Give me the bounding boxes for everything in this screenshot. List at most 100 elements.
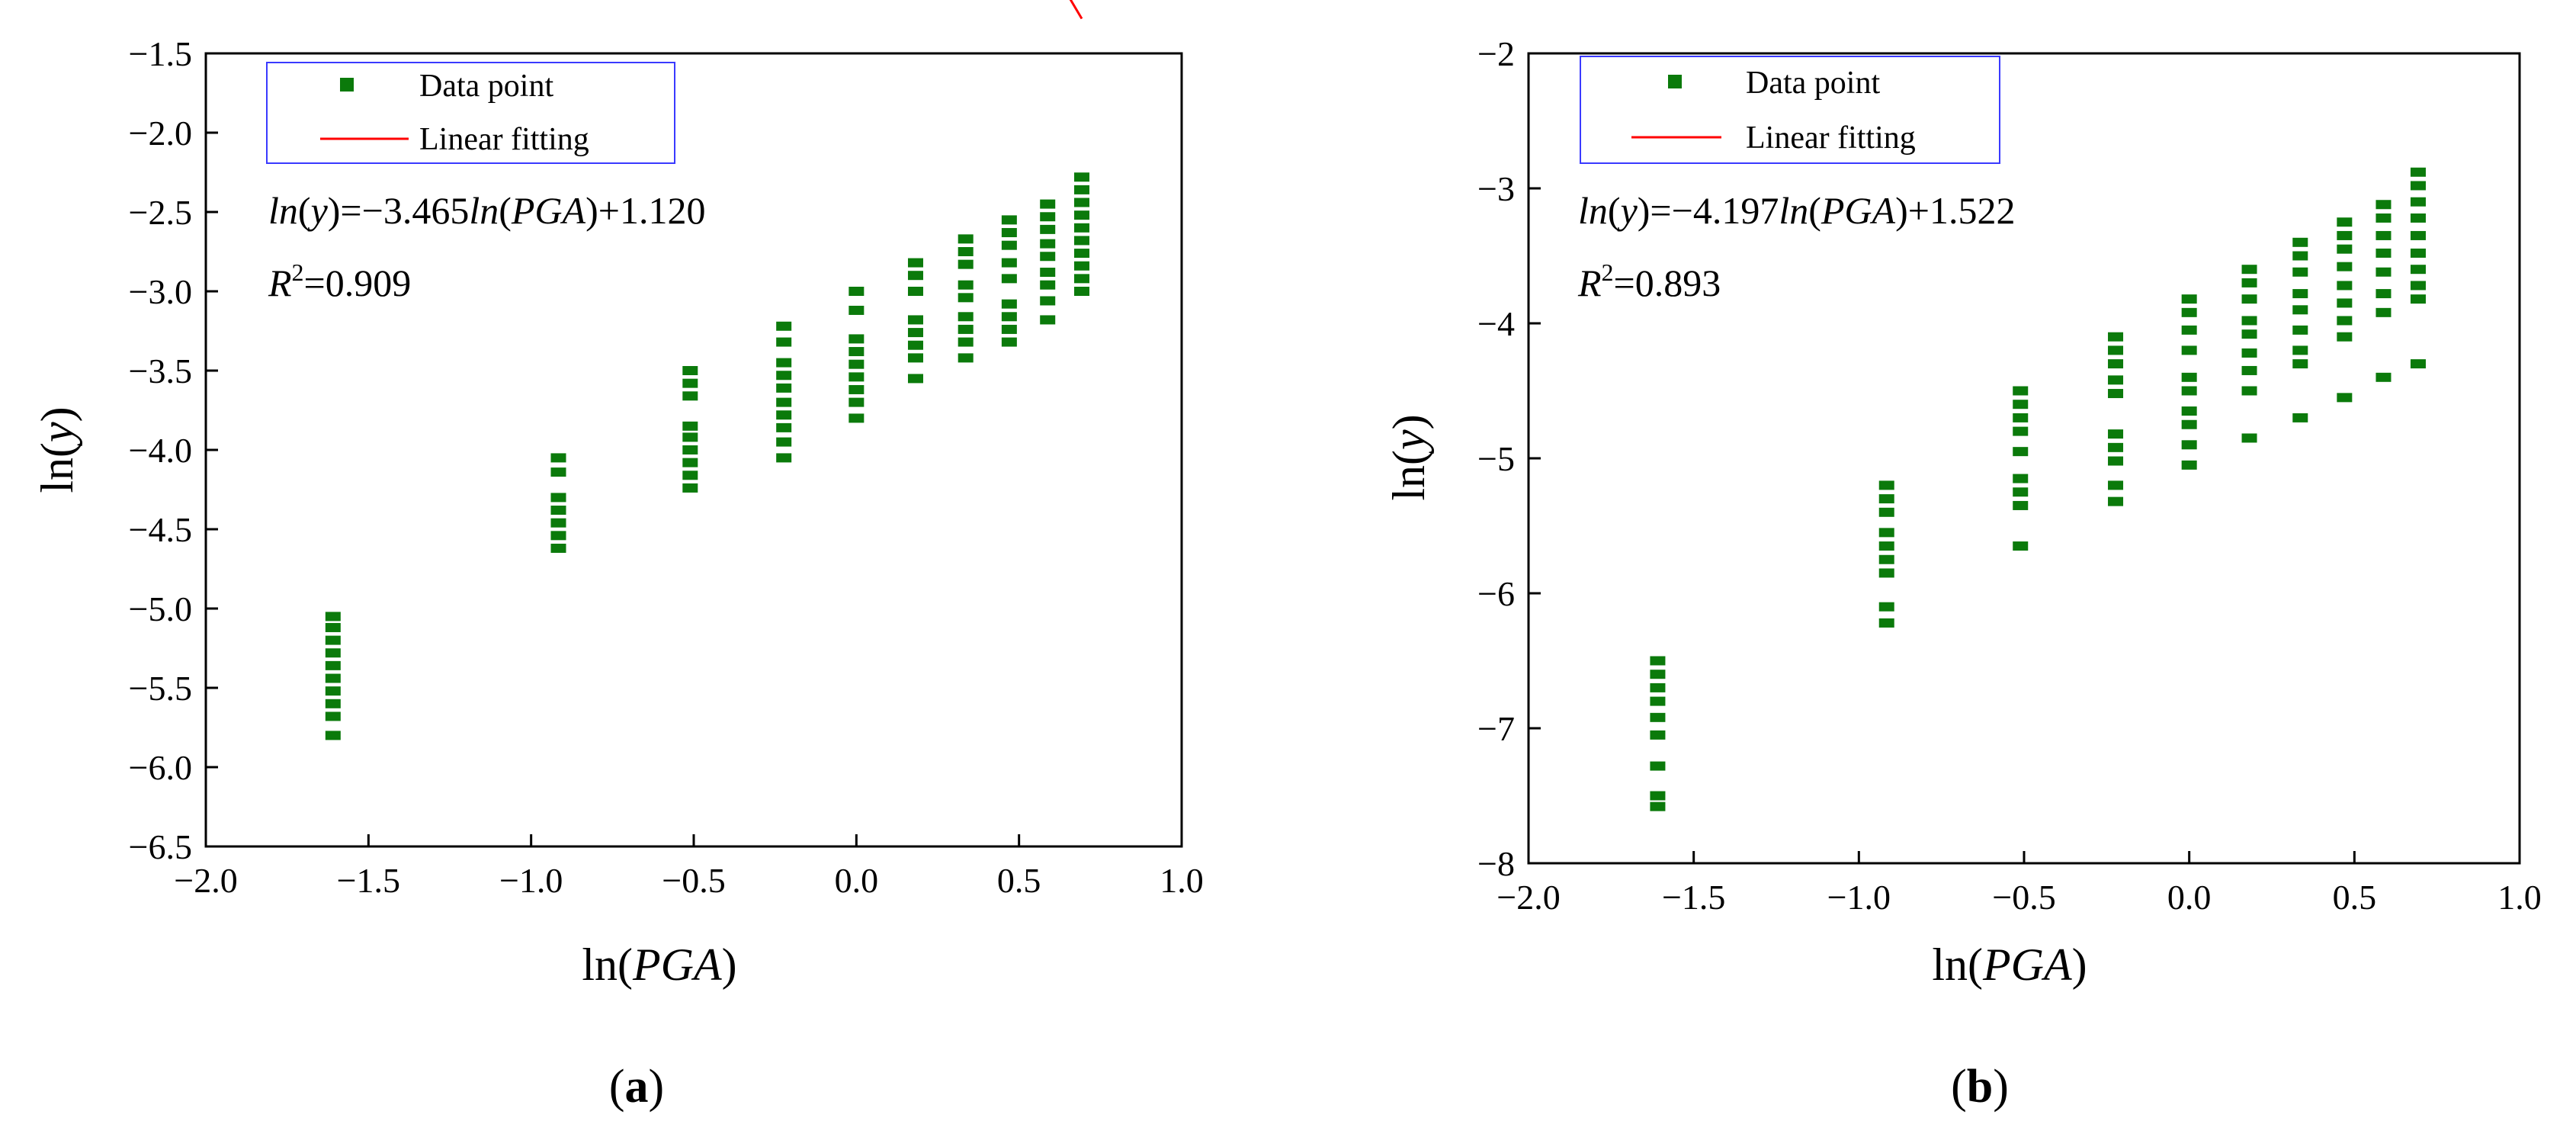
- data-point-b: [2108, 359, 2124, 369]
- legend-box-b: [1580, 56, 2000, 164]
- data-point-a: [907, 328, 923, 338]
- data-point-a: [682, 366, 698, 375]
- y-tick-label-a: −1.5: [129, 34, 192, 73]
- plot-frame-b: [1527, 52, 2521, 865]
- data-point-a: [1001, 215, 1017, 225]
- data-point-a: [776, 383, 792, 393]
- x-tick-label-a: 1.0: [1160, 861, 1204, 900]
- data-point-b: [2013, 400, 2029, 410]
- data-point-b: [2108, 480, 2124, 490]
- data-point-b: [1650, 683, 1666, 692]
- y-axis-title-a: ln(y): [32, 406, 82, 493]
- y-tick-label-a: −4.5: [129, 510, 192, 549]
- data-point-a: [682, 471, 698, 480]
- y-ticks-a: −6.5 −6.0 −5.5 −5.0 −4.5 −4.0 −3.5 −3.0 −2.5 −2.0…: [129, 34, 218, 866]
- data-point-a: [1040, 280, 1056, 290]
- data-point-a: [958, 337, 974, 347]
- x-tick-label-b: 0.0: [2167, 878, 2212, 917]
- legend-b: Data point Linear fitting: [1580, 56, 2000, 164]
- data-point-a: [325, 648, 341, 658]
- legend-points-label-b: Data point: [1746, 66, 1880, 101]
- data-point-b: [2410, 197, 2426, 207]
- data-point-b: [2376, 230, 2392, 240]
- data-point-b: [1650, 670, 1666, 679]
- data-point-b: [1878, 568, 1894, 578]
- y-ticks-b: −8 −7 −6 −5 −4 −3 −2: [1477, 34, 1541, 883]
- data-point-a: [1074, 223, 1090, 233]
- panel-label-a: (a): [609, 1061, 664, 1113]
- x-tick-label-a: 0.5: [997, 861, 1041, 900]
- legend-points-label-a: Data point: [419, 69, 553, 104]
- data-point-a: [682, 432, 698, 442]
- data-point-b: [2181, 386, 2197, 396]
- y-tick-label-a: −2.0: [129, 114, 192, 153]
- data-point-b: [2108, 429, 2124, 439]
- data-point-b: [2108, 375, 2124, 385]
- data-point-a: [1074, 249, 1090, 259]
- data-point-a: [849, 347, 865, 357]
- data-point-b: [2337, 262, 2353, 271]
- data-point-a: [958, 324, 974, 334]
- data-point-a: [958, 280, 974, 290]
- data-point-a: [849, 372, 865, 382]
- data-point-a: [1074, 198, 1090, 207]
- data-point-a: [958, 293, 974, 303]
- data-point-a: [1074, 185, 1090, 194]
- legend-box-a: [266, 62, 675, 164]
- data-point-b: [2181, 345, 2197, 355]
- data-point-a: [1040, 268, 1056, 278]
- data-point-a: [682, 483, 698, 493]
- data-point-b: [2292, 251, 2308, 261]
- data-point-b: [2337, 332, 2353, 342]
- data-point-a: [849, 305, 865, 315]
- data-point-a: [907, 340, 923, 350]
- data-point-b: [2376, 289, 2392, 299]
- data-point-a: [325, 699, 341, 708]
- data-point-b: [2410, 213, 2426, 223]
- data-point-a: [776, 371, 792, 381]
- data-point-b: [2241, 386, 2257, 396]
- x-tick-label-b: −0.5: [1992, 878, 2055, 917]
- data-point-b: [2181, 325, 2197, 335]
- x-tick-label-b: −2.0: [1497, 878, 1560, 917]
- legend-point-marker-a: [340, 78, 354, 92]
- data-point-a: [325, 731, 341, 740]
- data-point-a: [907, 374, 923, 384]
- data-point-b: [1878, 554, 1894, 564]
- data-point-b: [2410, 359, 2426, 369]
- data-point-b: [2241, 265, 2257, 275]
- data-point-a: [1001, 324, 1017, 334]
- data-point-a: [849, 359, 865, 369]
- y-tick-label-b: −2: [1477, 34, 1515, 73]
- data-point-a: [849, 287, 865, 296]
- data-point-a: [907, 353, 923, 363]
- data-point-b: [2410, 167, 2426, 177]
- legend-fit-label-a: Linear fitting: [419, 122, 589, 157]
- data-point-a: [1040, 199, 1056, 209]
- data-point-b: [2292, 345, 2308, 355]
- data-point-a: [849, 413, 865, 423]
- data-point-a: [325, 686, 341, 696]
- data-point-b: [2376, 248, 2392, 258]
- data-point-a: [682, 391, 698, 401]
- data-point-a: [682, 378, 698, 388]
- data-point-b: [2410, 265, 2426, 275]
- data-point-a: [1001, 240, 1017, 250]
- fit-line-a: [1069, 0, 1083, 20]
- data-point-b: [2292, 289, 2308, 299]
- equation-b: ln(y)=−4.197ln(PGA)+1.522: [1578, 189, 2015, 232]
- data-point-a: [1001, 228, 1017, 238]
- data-point-b: [2337, 230, 2353, 240]
- data-point-b: [2181, 294, 2197, 304]
- r-squared-b: R2=0.893: [1577, 259, 1721, 304]
- data-point-a: [907, 258, 923, 268]
- data-point-b: [2108, 496, 2124, 506]
- data-point-a: [1001, 299, 1017, 309]
- data-point-b: [2337, 298, 2353, 308]
- legend-point-marker-b: [1668, 75, 1682, 88]
- data-point-a: [550, 506, 566, 516]
- data-point-b: [2241, 329, 2257, 339]
- equation-a: ln(y)=−3.465ln(PGA)+1.120: [268, 189, 705, 232]
- data-point-b: [2292, 413, 2308, 422]
- data-point-a: [550, 453, 566, 463]
